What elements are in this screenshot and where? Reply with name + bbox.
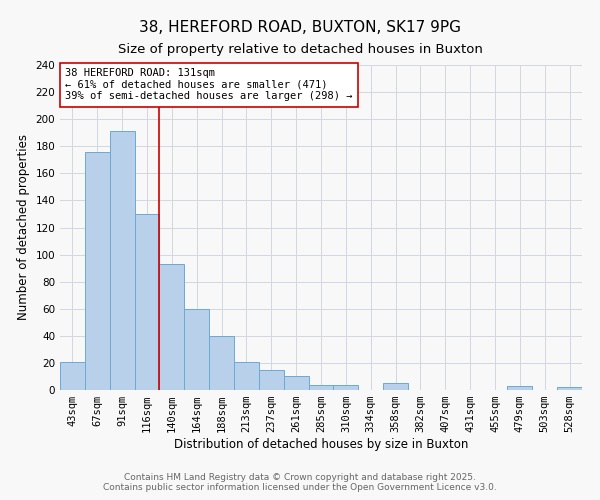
Text: Size of property relative to detached houses in Buxton: Size of property relative to detached ho… [118,42,482,56]
Bar [334,384,358,390]
Bar [160,264,184,390]
Bar [508,386,532,390]
Bar [209,336,234,390]
Text: Contains public sector information licensed under the Open Government Licence v3: Contains public sector information licen… [103,484,497,492]
Bar [234,362,259,390]
X-axis label: Distribution of detached houses by size in Buxton: Distribution of detached houses by size … [174,438,468,451]
Bar [383,383,408,390]
Bar [110,132,134,390]
Bar [259,370,284,390]
Bar [85,152,110,390]
Text: 38 HEREFORD ROAD: 131sqm
← 61% of detached houses are smaller (471)
39% of semi-: 38 HEREFORD ROAD: 131sqm ← 61% of detach… [65,68,353,102]
Y-axis label: Number of detached properties: Number of detached properties [17,134,30,320]
Bar [184,308,209,390]
Bar [557,388,582,390]
Bar [308,384,334,390]
Text: 38, HEREFORD ROAD, BUXTON, SK17 9PG: 38, HEREFORD ROAD, BUXTON, SK17 9PG [139,20,461,35]
Bar [134,214,160,390]
Text: Contains HM Land Registry data © Crown copyright and database right 2025.: Contains HM Land Registry data © Crown c… [124,474,476,482]
Bar [284,376,308,390]
Bar [60,362,85,390]
